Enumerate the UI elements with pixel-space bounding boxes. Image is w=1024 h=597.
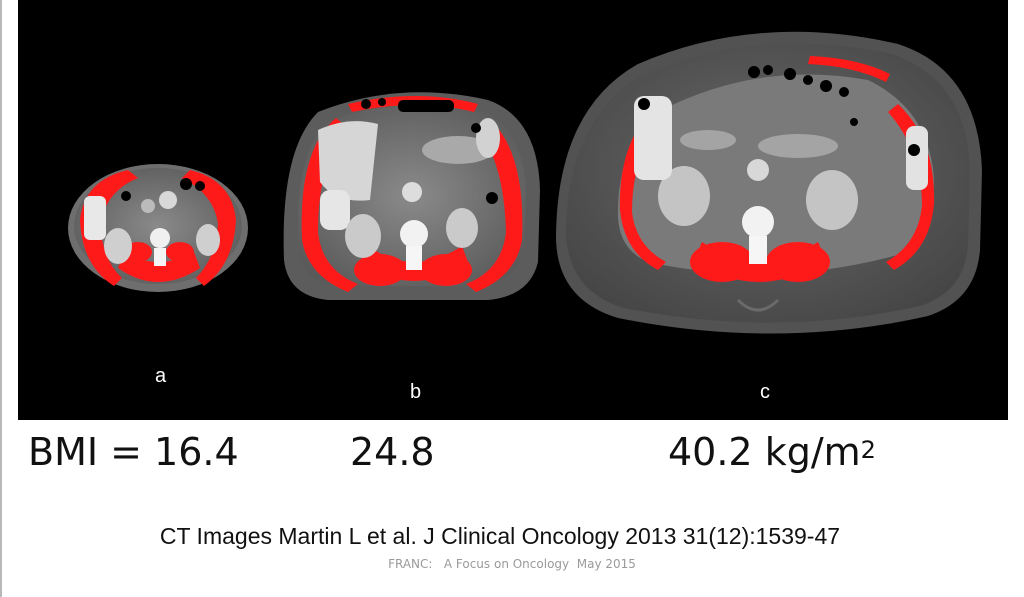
bmi-text-b: 24.8: [350, 430, 435, 474]
bmi-unit-superscript: 2: [860, 436, 876, 464]
scan-label-a: a: [155, 365, 167, 387]
bmi-value-b: 24.8: [350, 428, 435, 476]
citation: CT Images Martin L et al. J Clinical Onc…: [159, 523, 841, 549]
ct-scans-illustration: [68, 31, 982, 334]
bmi-text-a: BMI = 16.4: [28, 430, 239, 474]
ct-scan-c: [556, 31, 982, 334]
bmi-value-c: 40.2 kg/m2: [668, 428, 876, 476]
bmi-value-a: BMI = 16.4: [28, 428, 239, 476]
scan-label-c: c: [760, 381, 770, 403]
ct-scan-a: [68, 164, 248, 292]
slide-footer: FRANC: A Focus on Oncology May 2015: [388, 557, 636, 571]
ct-scan-b: [283, 92, 540, 300]
ct-image-panel: a b c: [18, 0, 1008, 420]
slide-left-border: [0, 0, 2, 597]
scan-label-b: b: [410, 381, 422, 403]
bmi-text-c: 40.2 kg/m: [668, 430, 861, 474]
